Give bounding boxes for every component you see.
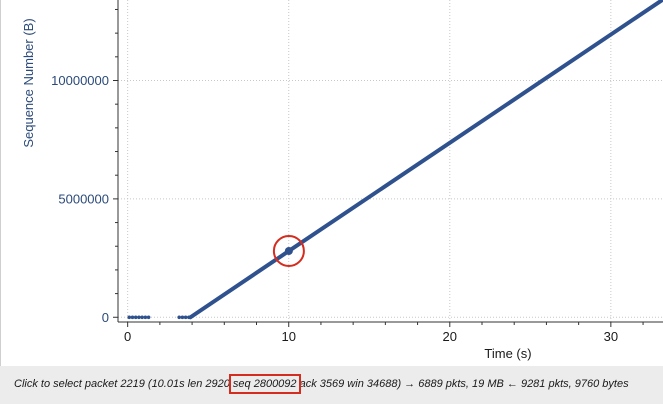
data-point[interactable] [177, 315, 182, 320]
y-tick-label: 10000000 [51, 73, 109, 88]
status-text: Click to select packet 2219 (10.01s len … [14, 374, 629, 394]
x-tick-label: 0 [124, 329, 131, 344]
status-seq-highlight: seq 2800092 [228, 374, 301, 394]
y-tick-label: 5000000 [58, 191, 109, 206]
selected-packet-highlight-circle [272, 234, 305, 267]
x-tick-label: 10 [281, 329, 295, 344]
x-tick-label: 20 [443, 329, 457, 344]
data-point[interactable] [183, 315, 188, 320]
sequence-series-line[interactable] [188, 0, 663, 320]
sequence-number-chart[interactable]: 0 5000000 10000000 0 10 20 30 Time (s) Sequence … [1, 0, 663, 366]
data-point[interactable] [143, 315, 148, 320]
x-tick-label: 30 [604, 329, 618, 344]
y-axis-title: Sequence Number (B) [21, 18, 36, 147]
data-point[interactable] [180, 315, 185, 320]
y-tick-label: 0 [102, 310, 109, 325]
x-axis-title: Time (s) [484, 346, 531, 361]
data-point[interactable] [127, 315, 132, 320]
status-bar: Click to select packet 2219 (10.01s len … [0, 366, 663, 404]
data-point[interactable] [133, 315, 138, 320]
data-point[interactable] [140, 315, 144, 320]
status-text-before: Click to select packet 2219 (10.01s len … [14, 378, 233, 390]
selected-packet-point[interactable] [284, 246, 293, 255]
data-point[interactable] [130, 315, 135, 320]
status-text-after: ack 3569 win 34688) → 6889 pkts, 19 MB ←… [296, 378, 629, 390]
plot-area[interactable]: 0 5000000 10000000 0 10 20 30 Time (s) Sequence … [0, 0, 663, 366]
data-point[interactable] [137, 315, 141, 320]
data-point[interactable] [146, 315, 151, 320]
